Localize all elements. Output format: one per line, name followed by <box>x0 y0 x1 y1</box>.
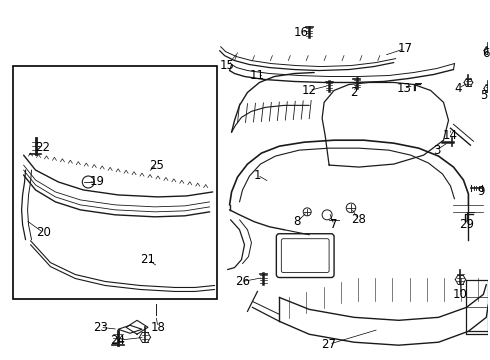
Text: 9: 9 <box>478 185 485 198</box>
Text: 11: 11 <box>250 69 265 82</box>
Text: 15: 15 <box>220 59 235 72</box>
Text: 26: 26 <box>235 275 250 288</box>
Text: 14: 14 <box>443 129 458 142</box>
Text: 12: 12 <box>302 84 317 97</box>
Text: 22: 22 <box>35 141 50 154</box>
Text: 7: 7 <box>330 218 338 231</box>
Bar <box>13 66 217 300</box>
Text: 3: 3 <box>433 144 440 157</box>
FancyBboxPatch shape <box>276 234 334 278</box>
Text: 8: 8 <box>294 215 301 228</box>
Text: 13: 13 <box>396 82 411 95</box>
FancyBboxPatch shape <box>281 239 329 273</box>
Text: 4: 4 <box>455 82 462 95</box>
Text: 16: 16 <box>294 26 309 39</box>
Text: 27: 27 <box>321 338 337 351</box>
Text: 2: 2 <box>350 86 358 99</box>
Text: 5: 5 <box>480 89 487 102</box>
Text: 20: 20 <box>36 226 51 239</box>
Text: 23: 23 <box>93 321 108 334</box>
Text: 24: 24 <box>111 334 125 347</box>
Text: 6: 6 <box>483 47 490 60</box>
Text: 18: 18 <box>150 321 165 334</box>
Text: 28: 28 <box>351 213 367 226</box>
Text: 17: 17 <box>397 42 412 55</box>
Text: 19: 19 <box>90 175 105 189</box>
Text: 29: 29 <box>459 218 474 231</box>
Text: 25: 25 <box>149 158 164 172</box>
Text: 1: 1 <box>254 168 261 181</box>
Text: 21: 21 <box>141 253 155 266</box>
Text: 10: 10 <box>453 288 468 301</box>
